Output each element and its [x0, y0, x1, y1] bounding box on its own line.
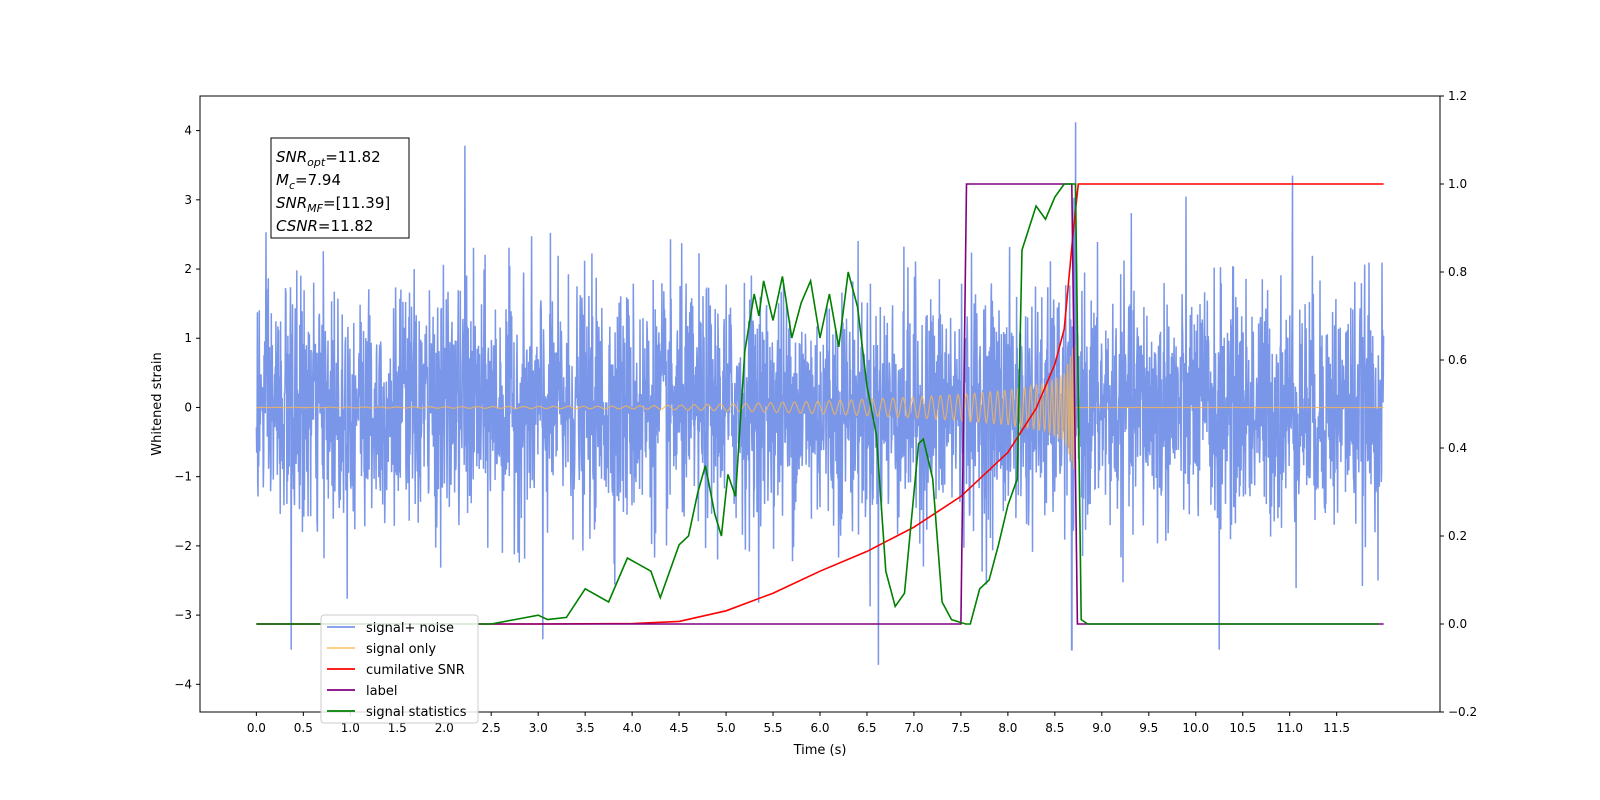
y-right-tick-label: 0.4 — [1448, 441, 1467, 455]
y-right-tick-label: 0.6 — [1448, 353, 1467, 367]
x-tick-label: 8.5 — [1045, 721, 1064, 735]
x-tick-label: 4.0 — [623, 721, 642, 735]
x-tick-label: 2.5 — [482, 721, 501, 735]
annotation-line: CSNR=11.82 — [276, 217, 373, 235]
x-tick-label: 2.0 — [435, 721, 454, 735]
x-tick-label: 7.0 — [904, 721, 923, 735]
x-tick-label: 5.5 — [763, 721, 782, 735]
x-tick-label: 10.5 — [1229, 721, 1256, 735]
annotation-variable: SNR — [276, 194, 307, 212]
y-tick-label: −2 — [174, 539, 192, 553]
series-signal-statistics-line — [256, 183, 1379, 625]
y-tick-label: −1 — [174, 470, 192, 484]
x-axis-label: Time (s) — [793, 743, 847, 758]
y-right-tick-label: 1.2 — [1448, 89, 1467, 103]
annotation-line: SNRMF=[11.39] — [276, 194, 390, 215]
y-tick-label: −4 — [174, 677, 192, 691]
legend-label: label — [366, 684, 397, 699]
annotation-value: =[11.39] — [323, 194, 390, 212]
annotation-box: SNRopt=11.82Mc=7.94SNRMF=[11.39]CSNR=11.… — [270, 137, 410, 239]
annotation-line: Mc=7.94 — [276, 171, 341, 192]
annotation-value: =7.94 — [295, 171, 341, 189]
axes: 0.0 0.5 1.0 1.5 2.0 2.5 3.0 3.5 4.0 4.5 5.0 5.5 6.0 6… — [174, 89, 1477, 735]
y-right-tick-label: 0.2 — [1448, 529, 1467, 543]
y-right-tick-label: 0.0 — [1448, 617, 1467, 631]
y-tick-label: 1 — [184, 331, 192, 345]
x-tick-label: 6.0 — [810, 721, 829, 735]
annotation-subscript: c — [289, 179, 295, 192]
x-tick-label: 11.5 — [1323, 721, 1350, 735]
x-tick-label: 1.5 — [388, 721, 407, 735]
annotation-subscript: MF — [307, 202, 323, 215]
legend-label: signal+ noise — [366, 621, 454, 636]
x-tick-label: 11.0 — [1276, 721, 1303, 735]
series-cumilative-snr-line — [256, 183, 1384, 625]
y-tick-label: 2 — [184, 262, 192, 276]
x-tick-label: 6.5 — [857, 721, 876, 735]
annotation-subscript: opt — [307, 156, 326, 169]
x-tick-label: 4.5 — [670, 721, 689, 735]
annotation-value: =11.82 — [318, 217, 374, 235]
y-right-tick-label: −0.2 — [1448, 705, 1477, 719]
series-signal-only-line — [256, 345, 1384, 470]
legend-label: signal statistics — [366, 705, 467, 720]
annotation-variable: SNR — [276, 148, 307, 166]
y-tick-label: 3 — [184, 193, 192, 207]
plot-area — [255, 122, 1385, 665]
x-tick-label: 3.0 — [529, 721, 548, 735]
y-tick-label: 4 — [184, 124, 192, 138]
legend: signal+ noise signal only cumilative SNR la… — [320, 614, 479, 724]
x-tick-label: 9.5 — [1139, 721, 1158, 735]
x-tick-label: 0.5 — [294, 721, 313, 735]
annotation-variable: M — [276, 171, 289, 189]
y-right-tick-label: 0.8 — [1448, 265, 1467, 279]
annotation-line: SNRopt=11.82 — [276, 148, 381, 169]
annotation-frame — [270, 137, 410, 239]
legend-label: cumilative SNR — [366, 663, 465, 678]
y-tick-label: 0 — [184, 400, 192, 414]
series-signal-noise-line — [255, 122, 1385, 665]
x-tick-label: 9.0 — [1092, 721, 1111, 735]
annotation-value: =11.82 — [325, 148, 381, 166]
y-tick-label: −3 — [174, 608, 192, 622]
x-tick-label: 3.5 — [576, 721, 595, 735]
x-tick-label: 0.0 — [247, 721, 266, 735]
x-tick-label: 7.5 — [951, 721, 970, 735]
x-tick-label: 10.0 — [1182, 721, 1209, 735]
y-axis-label: Whitened strain — [150, 352, 165, 455]
legend-frame — [320, 614, 479, 724]
annotation-variable: CSNR — [276, 217, 318, 235]
x-tick-label: 5.0 — [717, 721, 736, 735]
x-tick-label: 8.0 — [998, 721, 1017, 735]
x-tick-label: 1.0 — [341, 721, 360, 735]
legend-label: signal only — [366, 642, 436, 657]
y-right-tick-label: 1.0 — [1448, 177, 1467, 191]
